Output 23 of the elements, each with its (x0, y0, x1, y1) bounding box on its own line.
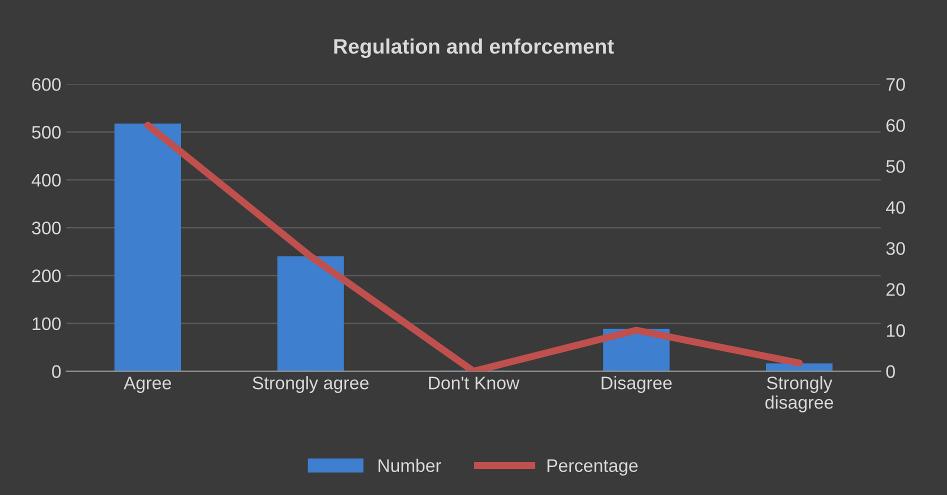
y2-tick-label: 0 (886, 365, 895, 378)
y-tick-label: 400 (32, 174, 61, 187)
y2-tick-label: 40 (886, 201, 905, 214)
y2-tick-label: 10 (886, 324, 905, 337)
x-tick-label: Strongly agree (252, 376, 369, 393)
y-tick-label: 0 (52, 365, 61, 378)
y-tick-label: 300 (32, 222, 61, 234)
x-tick-label: Disagree (602, 376, 672, 393)
y2-tick-label: 60 (886, 119, 905, 132)
legend-label: Percentage (548, 459, 638, 476)
legend-label: Number (378, 458, 442, 472)
y-tick-label: 100 (32, 317, 61, 330)
y-tick-label: 200 (32, 269, 61, 282)
y2-tick-label: 70 (886, 78, 905, 91)
x-tick-label: Don't Know (429, 376, 520, 390)
y-tick-label: 600 (32, 78, 61, 91)
y2-tick-label: 30 (886, 242, 905, 255)
y-tick-label: 500 (32, 126, 61, 139)
chart-title: Regulation and enforcement (334, 38, 614, 58)
x-tick-label: Strongly disagree (765, 376, 834, 412)
x-tick-label: Agree (124, 376, 172, 393)
y2-tick-label: 20 (886, 283, 905, 296)
y2-tick-label: 50 (886, 160, 905, 173)
